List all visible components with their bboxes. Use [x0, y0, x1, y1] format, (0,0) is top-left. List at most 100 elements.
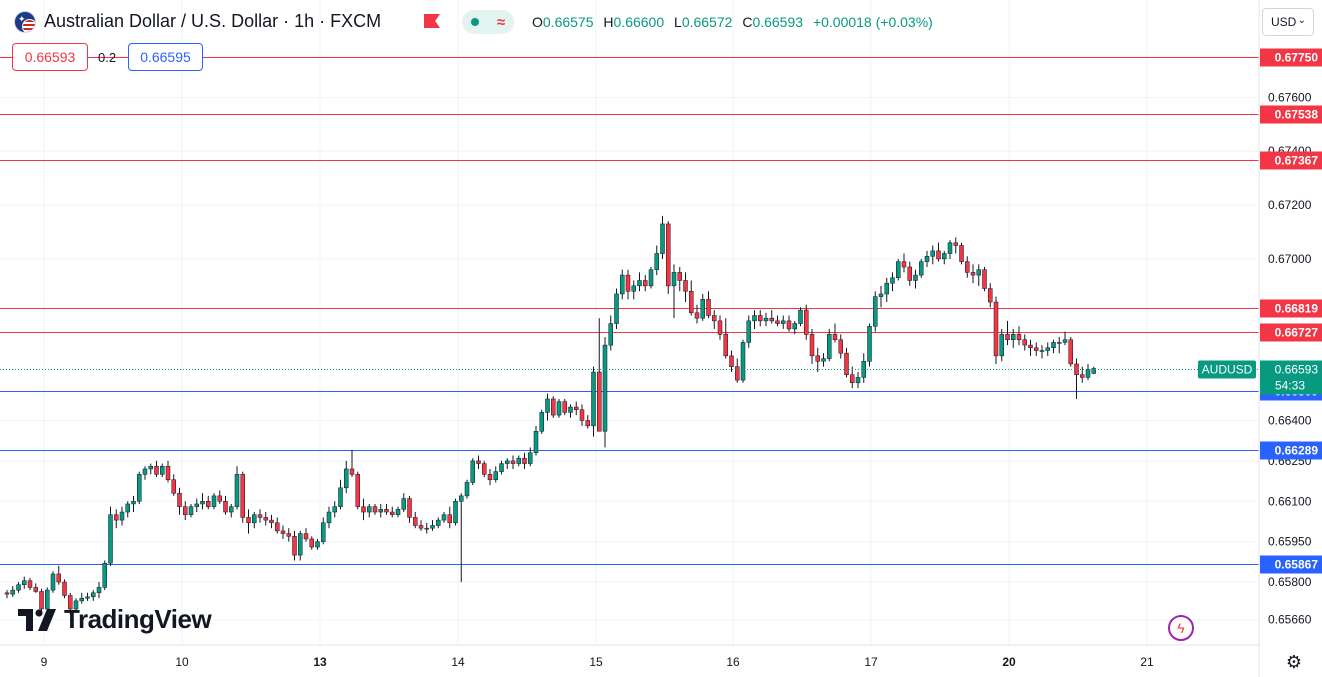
candle-body: [33, 587, 38, 592]
candle: [901, 253, 907, 273]
candle-body: [878, 293, 884, 297]
candle: [344, 460, 349, 494]
candle-body: [947, 242, 953, 254]
candle-body: [292, 536, 297, 556]
candle: [252, 512, 257, 529]
gear-icon[interactable]: ⚙: [1285, 652, 1303, 672]
market-status-pill[interactable]: ≈: [462, 10, 514, 34]
candle-body: [919, 261, 924, 276]
low-label: L: [674, 14, 682, 30]
candle: [769, 310, 774, 324]
candle-body: [1039, 350, 1045, 352]
candle: [579, 404, 585, 426]
candle: [1011, 328, 1016, 348]
red-flag-icon[interactable]: [424, 14, 440, 28]
candle-body: [798, 309, 803, 324]
resistance-price-label: [1260, 299, 1322, 318]
market-open-dot-icon: [470, 18, 479, 26]
candle: [303, 528, 309, 542]
y-tick-label: 0.67200: [1268, 198, 1312, 212]
candle-body: [200, 501, 205, 505]
candle: [976, 264, 981, 286]
candle: [79, 592, 84, 604]
candle: [551, 396, 556, 418]
candle-body: [263, 517, 268, 521]
resistance-price-label: [1260, 323, 1322, 342]
candle-body: [326, 511, 332, 524]
candle: [275, 517, 280, 534]
candle: [50, 571, 56, 593]
candle-body: [257, 514, 263, 518]
candle-body: [591, 371, 596, 427]
candle: [183, 501, 188, 521]
symbol-title[interactable]: Australian Dollar / U.S. Dollar · 1h · F…: [44, 11, 382, 31]
candle: [131, 495, 136, 513]
resistance-price-label: [1260, 48, 1322, 67]
candle-body: [844, 352, 849, 375]
tradingview-logo[interactable]: TradingView: [18, 604, 212, 635]
lightning-icon[interactable]: ϟ: [1168, 615, 1194, 641]
candle-body: [1080, 374, 1085, 378]
candle: [108, 506, 113, 566]
candle: [229, 503, 234, 518]
candle-body: [177, 492, 182, 507]
candle: [562, 398, 567, 416]
candle: [602, 337, 608, 448]
candle: [493, 466, 498, 483]
candle-body: [723, 334, 728, 357]
candle: [815, 347, 820, 373]
approx-icon: ≈: [496, 13, 506, 31]
candle-body: [694, 312, 700, 319]
candle-body: [114, 514, 119, 521]
candle-body: [855, 377, 861, 384]
candle-body: [1068, 339, 1073, 365]
candle: [873, 291, 878, 332]
candle-body: [246, 517, 251, 524]
candle: [1028, 339, 1033, 356]
y-tick-label: 0.67600: [1268, 90, 1312, 104]
candle: [85, 592, 90, 601]
candle-body: [1022, 339, 1027, 346]
currency-selector[interactable]: USD ⌄: [1262, 8, 1314, 36]
candle-body: [683, 280, 688, 292]
candle-body: [689, 290, 694, 314]
candle: [804, 304, 809, 340]
candle: [867, 323, 872, 367]
candle: [528, 447, 533, 467]
candle: [91, 590, 96, 601]
candle: [970, 264, 976, 284]
buy-price-button[interactable]: 0.66595: [128, 43, 203, 71]
sell-price-button[interactable]: 0.66593: [12, 43, 88, 71]
candle: [280, 525, 286, 539]
candle: [68, 592, 73, 615]
candle-body: [56, 573, 61, 583]
candle: [211, 493, 217, 510]
candle: [1057, 337, 1062, 354]
candle: [476, 455, 481, 469]
candle-body: [562, 401, 567, 413]
candle: [200, 493, 205, 510]
candle: [585, 415, 590, 429]
candle: [671, 264, 677, 319]
candle-body: [79, 597, 84, 602]
candle-body: [746, 320, 751, 343]
candle-body: [907, 266, 912, 281]
candle-body: [430, 525, 435, 529]
candle-body: [96, 587, 102, 594]
candle: [608, 315, 613, 351]
candle: [809, 328, 815, 364]
candle-body: [660, 223, 665, 254]
candle: [936, 242, 941, 262]
candle: [62, 579, 67, 599]
candle: [142, 466, 148, 480]
candle: [947, 240, 953, 259]
candle-body: [821, 358, 826, 362]
candle-body: [499, 463, 504, 472]
au-us-flag-icon: ✦: [14, 11, 36, 33]
candle: [723, 318, 728, 359]
candle-body: [1091, 368, 1096, 374]
candle: [832, 323, 838, 343]
candle: [1005, 320, 1010, 346]
candle: [56, 565, 61, 585]
